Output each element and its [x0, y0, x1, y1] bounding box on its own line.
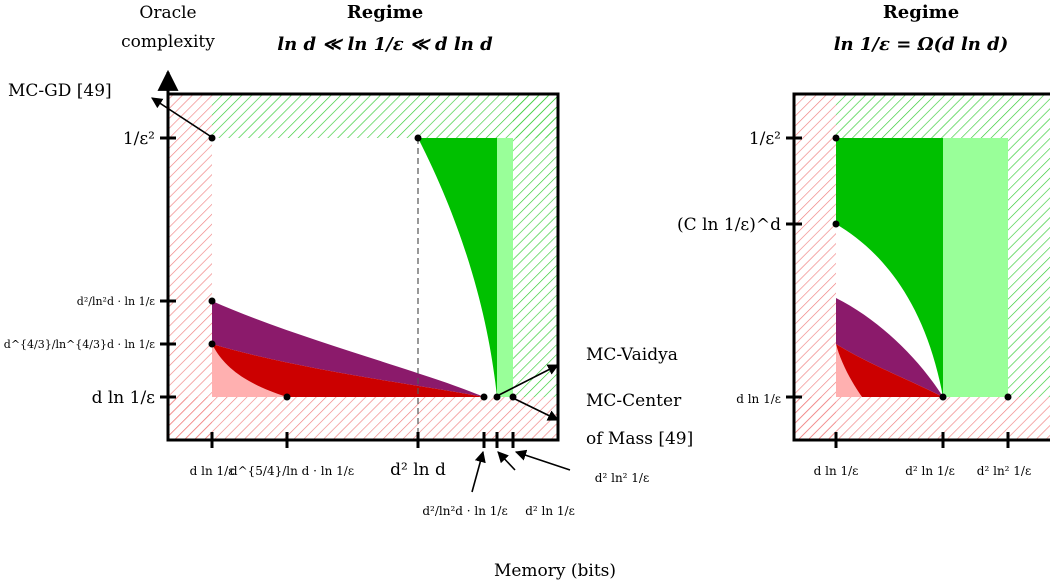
upper-bound-hatch-right — [513, 94, 558, 397]
left-ytick-1: 1/ε² — [123, 129, 155, 149]
left-panel-title: Regime — [347, 2, 423, 23]
right-panel-title: Regime — [883, 2, 959, 23]
upper-bound-hatch-top-2 — [836, 94, 1050, 138]
lower-bound-hatch-left — [168, 94, 212, 440]
point-mc-center — [509, 393, 517, 401]
right-panel-frame — [792, 92, 1050, 442]
right-ytick-2: (C ln 1/ε)^d — [677, 215, 781, 235]
lower-bound-hatch-left-2 — [794, 94, 836, 440]
y-axis-title-line1: Oracle — [139, 3, 196, 23]
point-red-bottom — [283, 393, 291, 401]
label-mc-center-1: MC-Center — [586, 391, 682, 411]
point-converge — [480, 393, 488, 401]
y-axis-title-line2: complexity — [121, 32, 215, 52]
label-mc-gd: MC-GD [49] — [8, 81, 112, 101]
left-ytick-2: d²/ln²d · ln 1/ε — [77, 295, 156, 308]
left-xtick-1: d ln 1/ε — [190, 464, 235, 478]
bright-green-region-2 — [836, 138, 943, 397]
x-axis-title: Memory (bits) — [494, 561, 616, 581]
right-ytick-1: 1/ε² — [749, 129, 781, 149]
right-panel-regime: ln 1/ε = Ω(d ln d) — [834, 34, 1009, 55]
lower-bound-hatch-bottom — [168, 397, 558, 440]
upper-bound-hatch-right-2 — [1008, 138, 1050, 397]
right-panel — [794, 94, 1050, 440]
pink-region — [212, 344, 287, 397]
right-ytick-3: d ln 1/ε — [736, 392, 781, 406]
point-mc-gd — [208, 134, 216, 142]
right-xtick-2: d² ln 1/ε — [905, 464, 955, 478]
point-purple-top — [208, 297, 216, 305]
right-panel-ticks — [786, 136, 1010, 448]
left-ytick-3: d^{4/3}/ln^{4/3}d · ln 1/ε — [4, 338, 156, 351]
lower-bound-hatch-bottom-2 — [794, 397, 1050, 440]
left-panel-regime: ln d ≪ ln 1/ε ≪ d ln d — [277, 34, 493, 55]
left-xtick-2: d^{5/4}/ln d · ln 1/ε — [230, 464, 354, 478]
point-top-mid — [414, 134, 422, 142]
left-xtick-4: d²/ln²d · ln 1/ε — [422, 504, 507, 518]
left-xtick-3: d² ln d — [390, 460, 446, 480]
left-panel — [168, 94, 558, 440]
bright-green-region — [418, 138, 497, 397]
left-panel-points — [208, 134, 517, 401]
light-green-region — [497, 138, 513, 397]
left-xtick-6: d² ln² 1/ε — [595, 471, 649, 485]
left-panel-ticks — [160, 136, 515, 448]
right-panel-points — [832, 134, 1012, 401]
purple-region — [212, 301, 484, 397]
red-region — [212, 344, 484, 397]
pink-region-2 — [836, 344, 862, 397]
right-xtick-3: d² ln² 1/ε — [977, 464, 1031, 478]
red-region-2 — [836, 344, 943, 397]
point-mc-vaidya — [493, 393, 501, 401]
upper-bound-hatch-top — [212, 94, 558, 138]
label-mc-vaidya: MC-Vaidya — [586, 345, 678, 365]
light-green-region-2 — [943, 138, 1008, 397]
left-ytick-4: d ln 1/ε — [92, 388, 156, 408]
label-mc-center-2: of Mass [49] — [586, 429, 693, 449]
right-xtick-1: d ln 1/ε — [814, 464, 859, 478]
purple-region-2 — [836, 298, 943, 397]
left-xtick-5: d² ln 1/ε — [525, 504, 575, 518]
annotation-arrows — [151, 97, 571, 493]
point-red-top — [208, 340, 216, 348]
